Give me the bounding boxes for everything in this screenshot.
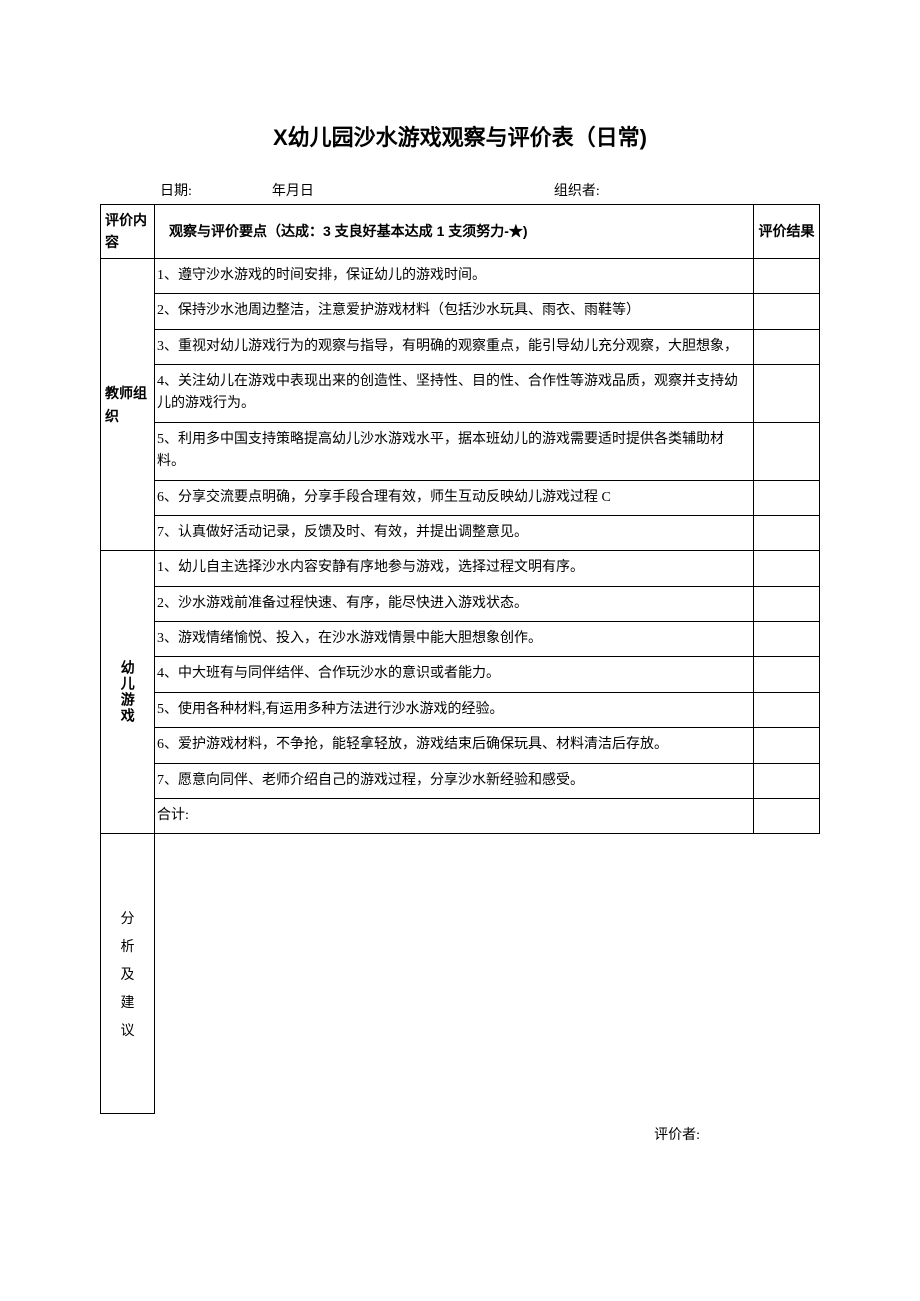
child-item: 2、沙水游戏前准备过程快速、有序，能尽快进入游戏状态。 [155, 586, 754, 621]
header-category: 评价内容 [101, 205, 155, 259]
table-row: 5、利用多中国支持策略提高幼儿沙水游戏水平，据本班幼儿的游戏需要适时提供各类辅助… [101, 422, 820, 480]
result-cell[interactable] [754, 294, 820, 329]
result-cell[interactable] [754, 364, 820, 422]
teacher-section-label: 教师组织 [101, 258, 155, 551]
table-row: 7、认真做好活动记录，反馈及时、有效，并提出调整意见。 [101, 515, 820, 550]
result-cell[interactable] [754, 657, 820, 692]
header-result: 评价结果 [754, 205, 820, 259]
result-cell[interactable] [754, 515, 820, 550]
result-cell[interactable] [754, 799, 820, 834]
child-item: 6、爱护游戏材料，不争抢，能轻拿轻放，游戏结束后确保玩具、材料清洁后存放。 [155, 728, 754, 763]
table-row: 2、沙水游戏前准备过程快速、有序，能尽快进入游戏状态。 [101, 586, 820, 621]
header-row: 日期: 年月日 组织者: [100, 180, 820, 200]
evaluation-table: 评价内容 观察与评价要点（达成：3 支良好基本达成 1 支须努力-★) 评价结果… [100, 204, 820, 1114]
table-row: 4、关注幼儿在游戏中表现出来的创造性、坚持性、目的性、合作性等游戏品质，观察并支… [101, 364, 820, 422]
table-row: 4、中大班有与同伴结伴、合作玩沙水的意识或者能力。 [101, 657, 820, 692]
result-cell[interactable] [754, 422, 820, 480]
organizer-label: 组织者: [554, 180, 600, 200]
teacher-item: 7、认真做好活动记录，反馈及时、有效，并提出调整意见。 [155, 515, 754, 550]
table-row: 7、愿意向同伴、老师介绍自己的游戏过程，分享沙水新经验和感受。 [101, 763, 820, 798]
table-row: 合计: [101, 799, 820, 834]
result-cell[interactable] [754, 258, 820, 293]
table-row: 3、游戏情绪愉悦、投入，在沙水游戏情景中能大胆想象创作。 [101, 622, 820, 657]
result-cell[interactable] [754, 586, 820, 621]
table-row: 6、分享交流要点明确，分享手段合理有效，师生互动反映幼儿游戏过程 C [101, 480, 820, 515]
total-label: 合计: [155, 799, 754, 834]
child-item: 1、幼儿自主选择沙水内容安静有序地参与游戏，选择过程文明有序。 [155, 551, 754, 586]
date-label: 日期: [160, 180, 192, 200]
teacher-item: 5、利用多中国支持策略提高幼儿沙水游戏水平，据本班幼儿的游戏需要适时提供各类辅助… [155, 422, 754, 480]
result-cell[interactable] [754, 728, 820, 763]
table-row: 幼儿游戏 1、幼儿自主选择沙水内容安静有序地参与游戏，选择过程文明有序。 [101, 551, 820, 586]
result-cell[interactable] [754, 692, 820, 727]
teacher-item: 3、重视对幼儿游戏行为的观察与指导，有明确的观察重点，能引导幼儿充分观察，大胆想… [155, 329, 754, 364]
header-points: 观察与评价要点（达成：3 支良好基本达成 1 支须努力-★) [155, 205, 754, 259]
teacher-item: 6、分享交流要点明确，分享手段合理有效，师生互动反映幼儿游戏过程 C [155, 480, 754, 515]
table-header-row: 评价内容 观察与评价要点（达成：3 支良好基本达成 1 支须努力-★) 评价结果 [101, 205, 820, 259]
date-value: 年月日 [272, 180, 314, 200]
child-item: 4、中大班有与同伴结伴、合作玩沙水的意识或者能力。 [155, 657, 754, 692]
evaluator-label: 评价者: [654, 1128, 700, 1143]
result-cell[interactable] [754, 329, 820, 364]
teacher-item: 2、保持沙水池周边整洁，注意爱护游戏材料（包括沙水玩具、雨衣、雨鞋等） [155, 294, 754, 329]
table-row: 5、使用各种材料,有运用多种方法进行沙水游戏的经验。 [101, 692, 820, 727]
suggestion-content[interactable] [155, 834, 820, 1114]
table-row: 2、保持沙水池周边整洁，注意爱护游戏材料（包括沙水玩具、雨衣、雨鞋等） [101, 294, 820, 329]
table-row: 6、爱护游戏材料，不争抢，能轻拿轻放，游戏结束后确保玩具、材料清洁后存放。 [101, 728, 820, 763]
child-item: 7、愿意向同伴、老师介绍自己的游戏过程，分享沙水新经验和感受。 [155, 763, 754, 798]
result-cell[interactable] [754, 622, 820, 657]
table-row: 3、重视对幼儿游戏行为的观察与指导，有明确的观察重点，能引导幼儿充分观察，大胆想… [101, 329, 820, 364]
teacher-item: 4、关注幼儿在游戏中表现出来的创造性、坚持性、目的性、合作性等游戏品质，观察并支… [155, 364, 754, 422]
table-row: 教师组织 1、遵守沙水游戏的时间安排，保证幼儿的游戏时间。 [101, 258, 820, 293]
page-title: X幼儿园沙水游戏观察与评价表（日常) [100, 120, 820, 152]
child-item: 3、游戏情绪愉悦、投入，在沙水游戏情景中能大胆想象创作。 [155, 622, 754, 657]
child-item: 5、使用各种材料,有运用多种方法进行沙水游戏的经验。 [155, 692, 754, 727]
result-cell[interactable] [754, 763, 820, 798]
footer: 评价者: [100, 1124, 820, 1144]
suggestion-row: 分析及建议 [101, 834, 820, 1114]
suggestion-label: 分析及建议 [101, 834, 155, 1114]
suggestion-label-text: 分析及建议 [105, 904, 150, 1044]
result-cell[interactable] [754, 551, 820, 586]
teacher-item: 1、遵守沙水游戏的时间安排，保证幼儿的游戏时间。 [155, 258, 754, 293]
child-section-label: 幼儿游戏 [101, 551, 155, 834]
result-cell[interactable] [754, 480, 820, 515]
